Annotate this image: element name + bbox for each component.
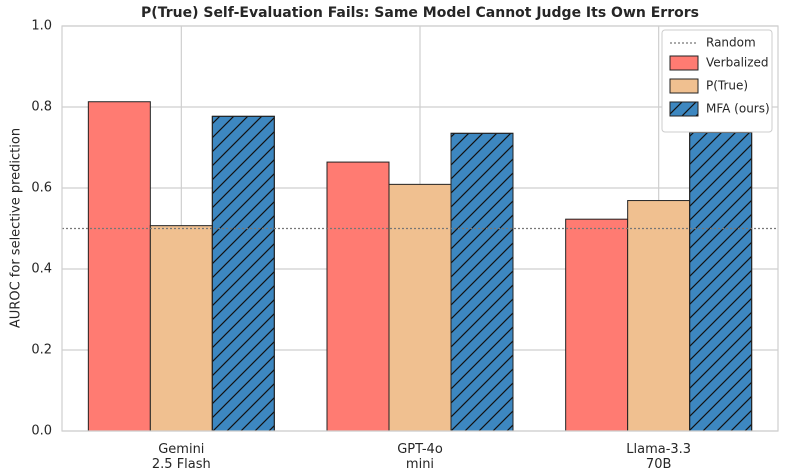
- x-tick-label-line: Llama-3.3: [626, 442, 691, 457]
- y-tick-label: 0.2: [31, 343, 52, 358]
- y-tick-label: 1.0: [31, 19, 52, 34]
- x-tick-label-line: GPT-4o: [397, 442, 443, 457]
- x-tick-label-line: 2.5 Flash: [152, 457, 211, 472]
- legend-label: Verbalized: [706, 56, 769, 70]
- legend-label: P(True): [706, 79, 748, 93]
- y-tick-label: 0.0: [31, 424, 52, 439]
- x-tick-label-line: Gemini: [158, 442, 204, 457]
- legend-swatch: [669, 55, 699, 71]
- bar-hatch: [211, 115, 275, 432]
- x-tick-label: Gemini 2.5 Flash: [152, 442, 211, 472]
- x-tick-label-line: mini: [406, 457, 434, 472]
- x-tick-label: Llama-3.3 70B: [626, 442, 691, 472]
- bar: [388, 183, 452, 432]
- x-tick-label: GPT-4o mini: [397, 442, 443, 472]
- legend-label: Random: [706, 36, 756, 50]
- legend-swatch-hatch: [669, 101, 699, 117]
- chart-title: P(True) Self-Evaluation Fails: Same Mode…: [141, 5, 699, 21]
- bar-hatch: [689, 132, 753, 432]
- x-tick-label-line: 70B: [646, 457, 671, 472]
- plot-frame: [61, 25, 779, 432]
- bar-hatch: [450, 132, 514, 432]
- y-tick-label: 0.8: [31, 100, 52, 115]
- bar: [565, 218, 629, 432]
- bar: [87, 101, 151, 432]
- legend-swatch: [669, 78, 699, 94]
- y-tick-label: 0.6: [31, 181, 52, 196]
- bar: [149, 225, 213, 432]
- y-tick-label: 0.4: [31, 262, 52, 277]
- y-axis-label: AUROC for selective prediction: [9, 128, 24, 328]
- bar: [627, 200, 691, 432]
- bar: [326, 161, 390, 432]
- legend-label: MFA (ours): [706, 102, 770, 116]
